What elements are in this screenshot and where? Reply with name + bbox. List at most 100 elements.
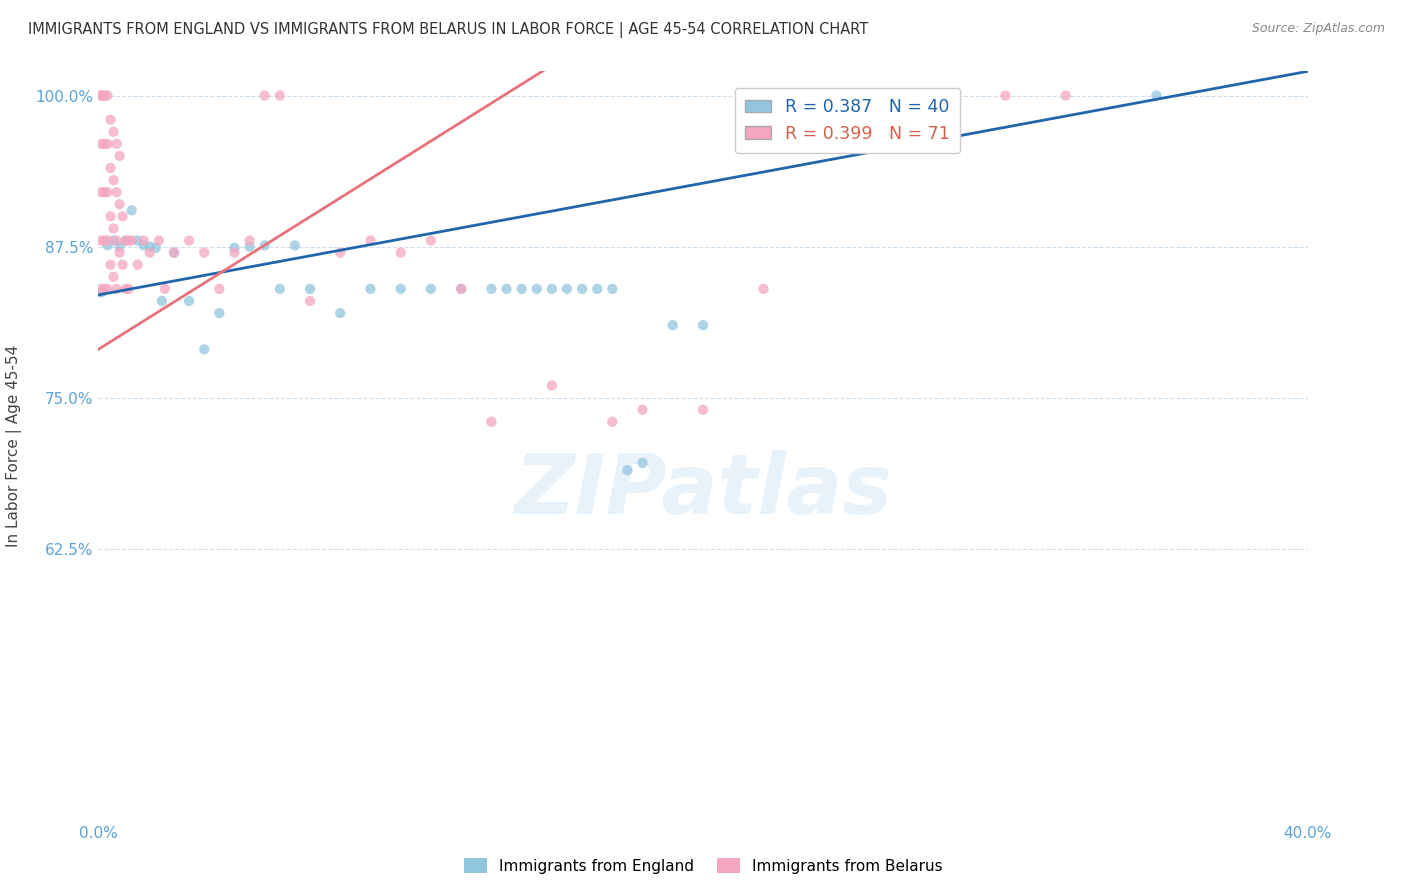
Point <box>132 238 155 252</box>
Point <box>96 238 118 252</box>
Point <box>586 282 609 296</box>
Point <box>329 306 352 320</box>
Point <box>96 88 118 103</box>
Point <box>145 241 167 255</box>
Point <box>692 318 714 333</box>
Point <box>179 234 201 248</box>
Point <box>360 234 382 248</box>
Point <box>121 234 143 248</box>
Point <box>661 318 683 333</box>
Point <box>96 234 118 248</box>
Point <box>269 282 291 296</box>
Point <box>540 282 562 296</box>
Point <box>103 269 125 284</box>
Point <box>108 239 131 253</box>
Point <box>253 238 276 252</box>
Point <box>93 88 115 103</box>
Point <box>132 234 155 248</box>
Point <box>253 88 276 103</box>
Point <box>93 282 115 296</box>
Point <box>208 282 231 296</box>
Point <box>148 234 170 248</box>
Point <box>752 282 775 296</box>
Point <box>121 203 143 218</box>
Point <box>90 88 112 103</box>
Y-axis label: In Labor Force | Age 45-54: In Labor Force | Age 45-54 <box>6 345 21 547</box>
Point <box>111 210 134 224</box>
Point <box>90 136 112 151</box>
Point <box>163 245 186 260</box>
Point <box>103 173 125 187</box>
Point <box>269 88 291 103</box>
Point <box>631 402 654 417</box>
Point <box>299 293 322 308</box>
Point <box>118 234 141 248</box>
Point <box>93 136 115 151</box>
Point <box>127 234 149 248</box>
Point <box>100 161 122 175</box>
Point <box>224 241 246 255</box>
Point <box>163 245 186 260</box>
Point <box>540 378 562 392</box>
Point <box>420 282 443 296</box>
Point <box>90 234 112 248</box>
Point <box>873 88 896 103</box>
Point <box>299 282 322 296</box>
Point <box>510 282 533 296</box>
Point <box>90 285 112 300</box>
Point <box>1054 88 1077 103</box>
Point <box>602 415 624 429</box>
Point <box>108 197 131 211</box>
Point <box>96 282 118 296</box>
Point <box>208 306 231 320</box>
Legend: R = 0.387   N = 40, R = 0.399   N = 71: R = 0.387 N = 40, R = 0.399 N = 71 <box>735 87 960 153</box>
Point <box>389 245 412 260</box>
Point <box>105 234 128 248</box>
Point <box>96 136 118 151</box>
Point <box>114 282 136 296</box>
Point <box>105 136 128 151</box>
Point <box>90 88 112 103</box>
Text: Source: ZipAtlas.com: Source: ZipAtlas.com <box>1251 22 1385 36</box>
Point <box>100 210 122 224</box>
Point <box>284 238 307 252</box>
Point <box>118 282 141 296</box>
Point <box>481 282 503 296</box>
Point <box>127 258 149 272</box>
Point <box>153 282 176 296</box>
Point <box>103 221 125 235</box>
Point <box>602 282 624 296</box>
Point <box>526 282 548 296</box>
Point <box>103 125 125 139</box>
Point <box>495 282 517 296</box>
Point <box>329 245 352 260</box>
Point <box>994 88 1017 103</box>
Point <box>114 234 136 248</box>
Point <box>111 258 134 272</box>
Point <box>1144 88 1167 103</box>
Point <box>616 463 638 477</box>
Point <box>100 112 122 127</box>
Point <box>179 293 201 308</box>
Point <box>420 234 443 248</box>
Point <box>360 282 382 296</box>
Point <box>90 185 112 199</box>
Point <box>631 456 654 470</box>
Point <box>450 282 472 296</box>
Point <box>571 282 593 296</box>
Point <box>108 149 131 163</box>
Point <box>114 234 136 248</box>
Point <box>100 258 122 272</box>
Point <box>90 282 112 296</box>
Point <box>555 282 578 296</box>
Point <box>105 185 128 199</box>
Point <box>389 282 412 296</box>
Point <box>193 245 215 260</box>
Point <box>96 185 118 199</box>
Point <box>139 245 162 260</box>
Text: IMMIGRANTS FROM ENGLAND VS IMMIGRANTS FROM BELARUS IN LABOR FORCE | AGE 45-54 CO: IMMIGRANTS FROM ENGLAND VS IMMIGRANTS FR… <box>28 22 869 38</box>
Point <box>150 293 173 308</box>
Point <box>692 402 714 417</box>
Text: ZIPatlas: ZIPatlas <box>515 450 891 532</box>
Point <box>90 88 112 103</box>
